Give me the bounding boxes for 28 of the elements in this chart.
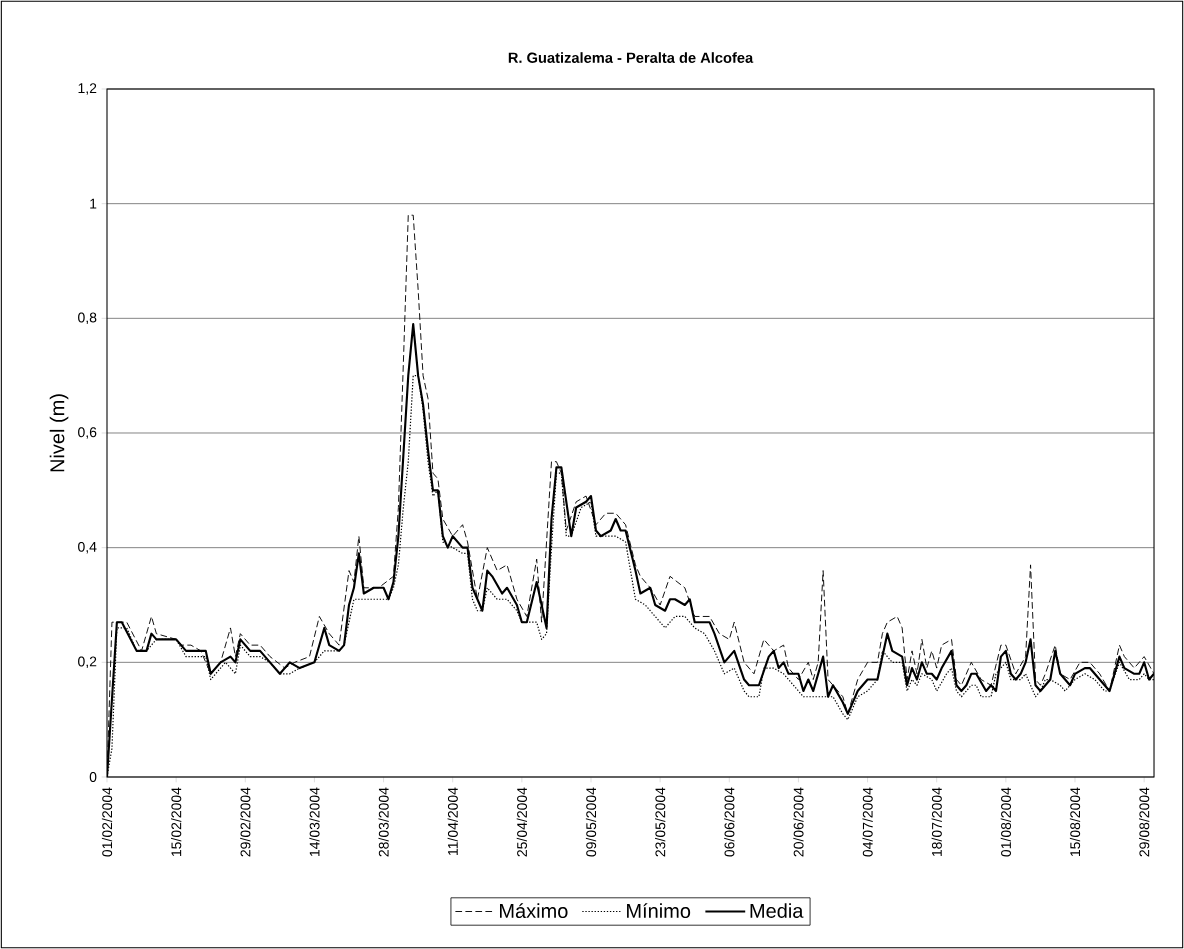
legend-label: Mínimo <box>627 903 691 919</box>
x-tick-label: 29/08/2004 <box>1139 787 1150 857</box>
x-tick-label: 20/06/2004 <box>793 787 804 857</box>
x-tick-label: 11/04/2004 <box>447 787 458 856</box>
y-tick-label: 0,8 <box>78 312 97 325</box>
y-tick-label: 1,2 <box>78 83 97 95</box>
y-tick-label: 0,2 <box>78 656 97 669</box>
x-tick-label: 01/02/2004 <box>101 787 113 857</box>
x-tick-label: 28/03/2004 <box>378 787 389 857</box>
legend-label: Máximo <box>500 903 568 919</box>
x-tick-label: 23/05/2004 <box>655 787 666 857</box>
y-axis-title: Nivel (m) <box>49 394 69 472</box>
x-tick-label: 06/06/2004 <box>724 787 735 857</box>
legend-label: Media <box>750 903 804 918</box>
y-tick-label: 0 <box>89 772 97 782</box>
x-tick-label: 18/07/2004 <box>931 787 942 857</box>
x-tick-label: 01/08/2004 <box>1000 787 1012 857</box>
y-tick-label: 0,4 <box>78 541 97 554</box>
x-tick-label: 29/02/2004 <box>240 787 251 857</box>
x-tick-label: 15/08/2004 <box>1069 787 1081 857</box>
x-tick-label: 15/02/2004 <box>171 787 182 857</box>
y-tick-label: 0,6 <box>78 427 97 439</box>
x-tick-label: 14/03/2004 <box>309 787 320 857</box>
x-tick-label: 09/05/2004 <box>585 787 597 857</box>
x-tick-label: 25/04/2004 <box>516 787 528 857</box>
x-tick-label: 04/07/2004 <box>862 787 873 857</box>
chart-title: R. Guatizalema - Peralta de Alcofea <box>508 52 754 63</box>
y-tick-label: 1 <box>90 198 97 209</box>
